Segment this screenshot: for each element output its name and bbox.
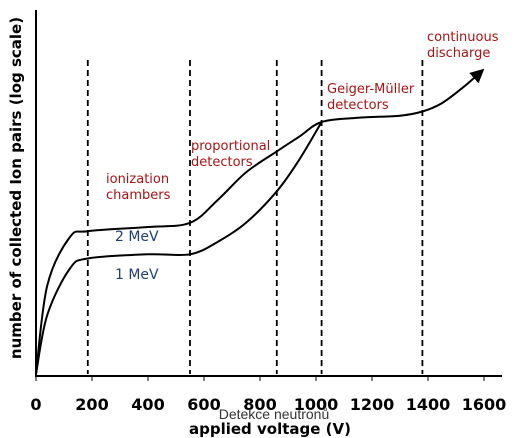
axes	[35, 10, 502, 377]
curve-1-mev	[35, 121, 323, 375]
x-tick-layer: 0 200 400 600 800 1000 1200 1400 1600	[30, 376, 506, 414]
curve-label-1mev: 1 MeV	[115, 267, 159, 283]
curve-label-2mev: 2 MeV	[115, 229, 159, 245]
x-tick-label-400: 400	[131, 395, 164, 414]
curve-layer	[35, 68, 485, 375]
region-label-ionization: ionization chambers	[106, 172, 171, 203]
y-axis-title: number of collected Ion pairs (log scale…	[7, 17, 25, 359]
x-tick-label-1600: 1600	[462, 395, 507, 414]
x-tick-label-0: 0	[30, 395, 41, 414]
x-axis-subtitle: Detekce neutronů	[219, 406, 330, 422]
x-axis-title: applied voltage (V)	[189, 420, 351, 438]
region-label-continuous-discharge: continuous discharge	[427, 30, 499, 61]
region-label-geiger-muller: Geiger-Müller detectors	[327, 82, 415, 113]
region-label-proportional: proportional detectors	[191, 139, 270, 170]
x-tick-label-1000: 1000	[294, 395, 339, 414]
x-tick-label-1200: 1200	[350, 395, 395, 414]
curve-2-mev	[35, 68, 485, 375]
x-tick-label-600: 600	[187, 395, 220, 414]
x-tick-label-1400: 1400	[406, 395, 451, 414]
region-boundary-layer	[86, 60, 424, 374]
x-tick-label-800: 800	[243, 395, 276, 414]
x-tick-label-200: 200	[75, 395, 108, 414]
